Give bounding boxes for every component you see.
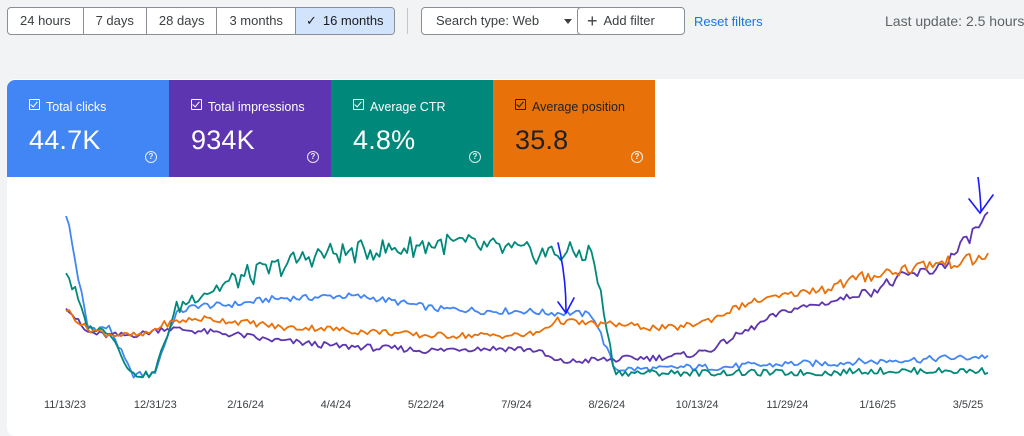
last-update-text: Last update: 2.5 hours a	[885, 13, 1024, 29]
annotation-arrow-icon	[557, 242, 575, 315]
search-type-label: Search type: Web	[436, 13, 540, 28]
checkbox-icon[interactable]	[29, 99, 40, 110]
series-line-total-impressions	[65, 211, 989, 364]
metric-label: Total impressions	[208, 100, 305, 114]
x-tick-label: 3/5/25	[953, 399, 984, 411]
metric-label-wrap: Average CTR	[353, 99, 446, 114]
search-type-dropdown[interactable]: Search type: Web	[421, 7, 584, 35]
reset-filters-link[interactable]: Reset filters	[694, 14, 763, 29]
x-tick-label: 5/22/24	[408, 399, 445, 411]
x-tick-label: 11/29/24	[766, 399, 808, 411]
x-tick-label: 7/9/24	[501, 399, 532, 411]
x-tick-label: 2/16/24	[227, 399, 264, 411]
x-tick-label: 8/26/24	[588, 399, 625, 411]
x-tick-label: 10/13/24	[676, 399, 719, 411]
metric-label-wrap: Average position	[515, 99, 625, 114]
date-range-selector: 24 hours 7 days 28 days 3 months ✓ 16 mon…	[7, 7, 395, 35]
metric-tile-average-ctr[interactable]: Average CTR 4.8% ?	[331, 80, 493, 177]
x-tick-label: 11/13/23	[44, 399, 86, 411]
add-filter-label: Add filter	[603, 13, 655, 28]
metric-value: 4.8%	[353, 125, 416, 155]
checkbox-icon[interactable]	[515, 99, 526, 110]
checkbox-icon[interactable]	[353, 99, 364, 110]
x-tick-label: 12/31/23	[134, 399, 177, 411]
series-line-total-clicks	[65, 215, 989, 379]
help-icon[interactable]: ?	[145, 151, 157, 163]
metric-label: Average position	[532, 100, 625, 114]
x-tick-label: 4/4/24	[321, 399, 352, 411]
checkbox-icon[interactable]	[191, 99, 202, 110]
caret-down-icon	[564, 19, 572, 24]
metric-value: 934K	[191, 125, 255, 155]
toolbar: 24 hours 7 days 28 days 3 months ✓ 16 mon…	[0, 0, 1024, 44]
x-axis-labels: 11/13/23 12/31/23 2/16/24 4/4/24 5/22/24 7/9/…	[44, 399, 983, 411]
plus-icon: +	[587, 11, 598, 31]
metric-label-wrap: Total clicks	[29, 99, 107, 114]
range-24-hours[interactable]: 24 hours	[8, 8, 84, 34]
metric-tile-average-position[interactable]: Average position 35.8 ?	[493, 80, 655, 177]
metric-tile-total-impressions[interactable]: Total impressions 934K ?	[169, 80, 331, 177]
range-16-months[interactable]: ✓ 16 months	[295, 8, 394, 34]
metric-value: 44.7K	[29, 125, 101, 155]
add-filter-button[interactable]: + Add filter	[577, 7, 685, 35]
help-icon[interactable]: ?	[469, 151, 481, 163]
series-line-average-position	[65, 252, 989, 340]
help-icon[interactable]: ?	[307, 151, 319, 163]
performance-line-chart[interactable]: 11/13/23 12/31/23 2/16/24 4/4/24 5/22/24 7/9/…	[0, 177, 1024, 436]
metric-label: Average CTR	[370, 100, 446, 114]
check-icon: ✓	[305, 13, 317, 28]
chart-lines	[65, 211, 989, 379]
annotation-arrow-icon	[968, 177, 994, 215]
metric-label-wrap: Total impressions	[191, 99, 305, 114]
toolbar-divider	[407, 8, 408, 34]
range-7-days[interactable]: 7 days	[84, 8, 147, 34]
hand-drawn-annotations	[557, 177, 994, 315]
range-16-months-label: 16 months	[322, 13, 384, 28]
help-icon[interactable]: ?	[631, 151, 643, 163]
range-28-days[interactable]: 28 days	[147, 8, 218, 34]
x-tick-label: 1/16/25	[859, 399, 896, 411]
metric-label: Total clicks	[46, 100, 107, 114]
range-3-months[interactable]: 3 months	[217, 8, 296, 34]
metric-value: 35.8	[515, 125, 569, 155]
metric-tile-total-clicks[interactable]: Total clicks 44.7K ?	[7, 80, 169, 177]
series-line-average-ctr	[65, 233, 989, 379]
